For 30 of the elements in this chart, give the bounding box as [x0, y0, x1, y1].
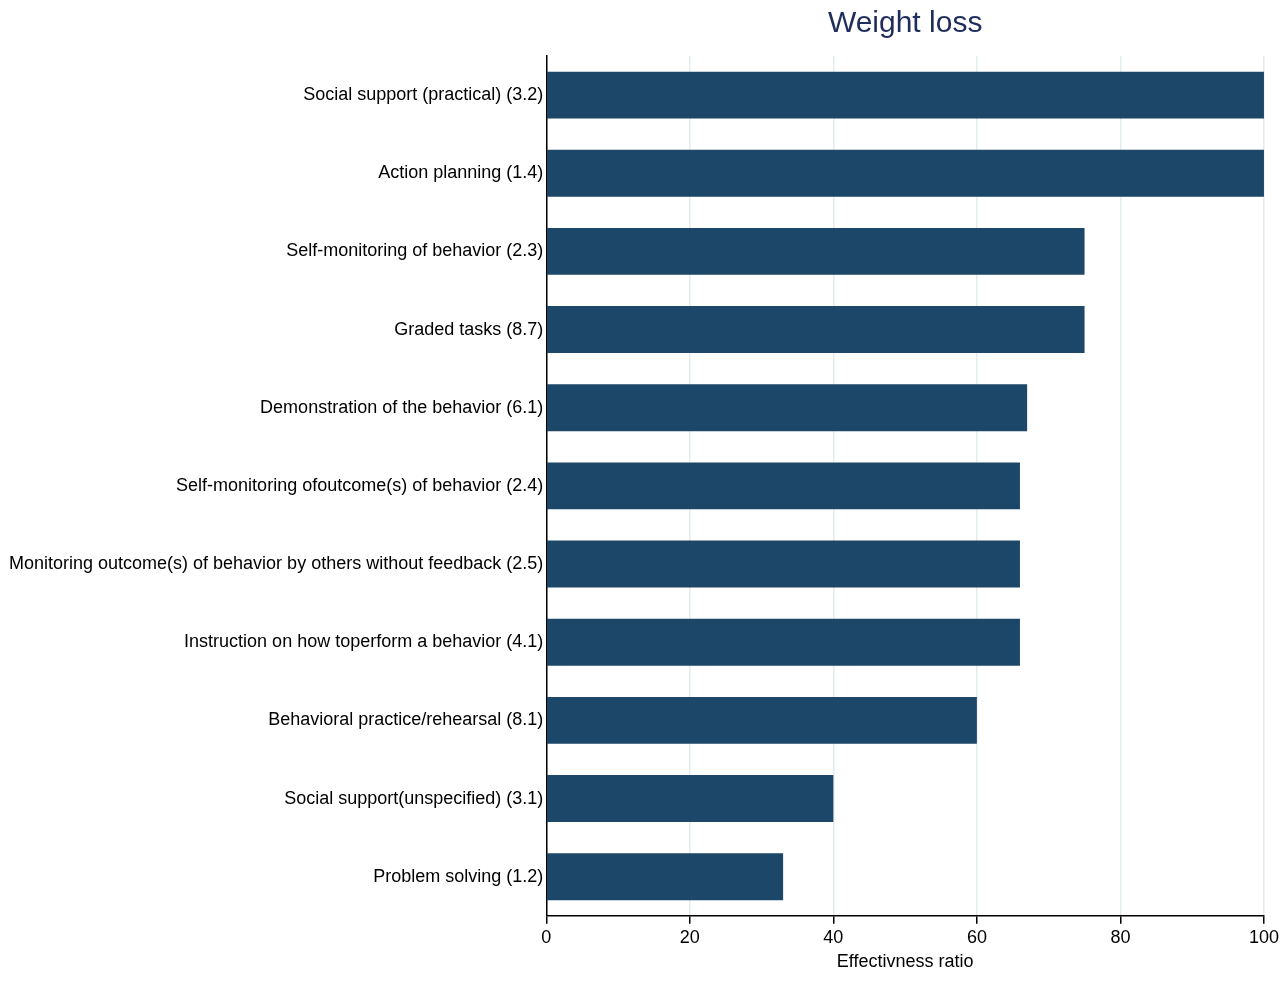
- y-tick-label: Self-monitoring ofoutcome(s) of behavior (2.4): [176, 474, 544, 495]
- y-tick-label: Action planning (1.4): [378, 162, 544, 183]
- y-tick-label: Social support (practical) (3.2): [303, 84, 544, 105]
- y-tick-label: Instruction on how toperform a behavior (4.1): [184, 631, 544, 652]
- y-tick-label: Graded tasks (8.7): [394, 318, 544, 339]
- bar: [547, 227, 1085, 275]
- bar: [547, 149, 1264, 197]
- y-tick-label: Demonstration of the behavior (6.1): [260, 396, 544, 417]
- bar: [547, 696, 977, 744]
- x-tick-label: 60: [966, 926, 987, 947]
- y-tick-label: Behavioral practice/rehearsal (8.1): [268, 709, 544, 730]
- y-tick-label: Problem solving (1.2): [373, 865, 544, 886]
- bar: [547, 618, 1020, 666]
- bar: [547, 775, 834, 822]
- x-tick-label: 100: [1248, 926, 1280, 947]
- x-tick-label: 0: [541, 926, 552, 947]
- y-tick-label: Self-monitoring of behavior (2.3): [286, 240, 544, 261]
- x-tick-label: 40: [823, 926, 844, 947]
- x-axis-title: Effectivness ratio: [836, 951, 974, 972]
- bar: [547, 306, 1085, 354]
- y-tick-label: Monitoring outcome(s) of behavior by others without feedback (2.5): [8, 553, 544, 574]
- bar: [547, 71, 1264, 119]
- bar: [547, 540, 1020, 588]
- y-tick-label: Social support(unspecified) (3.1): [284, 787, 544, 808]
- bar: [547, 384, 1028, 432]
- x-tick-label: 20: [679, 926, 700, 947]
- chart-title: Weight loss: [827, 5, 983, 39]
- x-tick-label: 80: [1110, 926, 1131, 947]
- bar: [547, 853, 784, 901]
- bar: [547, 462, 1020, 510]
